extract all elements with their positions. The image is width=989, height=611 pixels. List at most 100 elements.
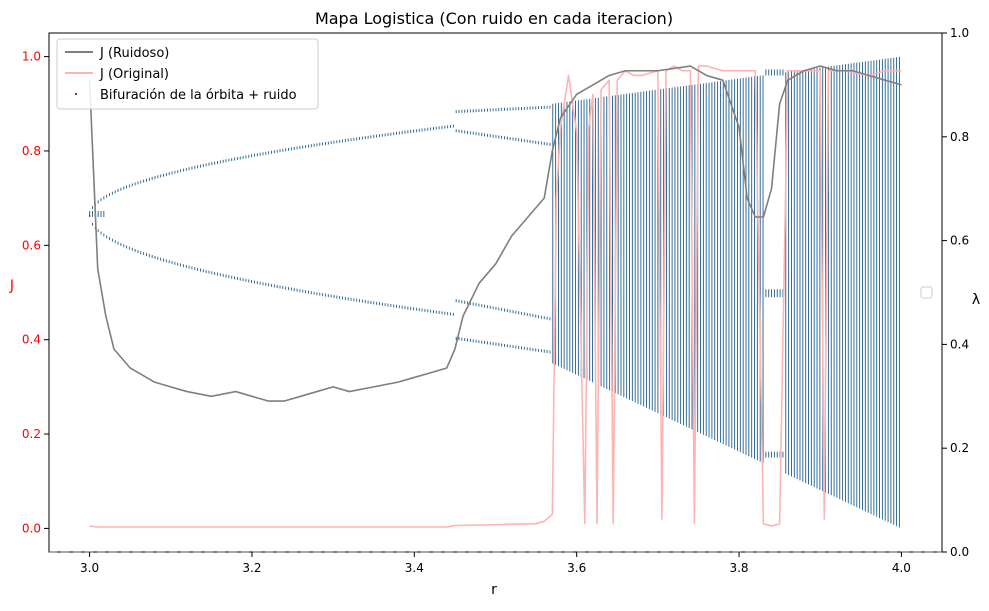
bifurcation-point xyxy=(549,350,551,354)
bifurcation-band xyxy=(748,77,750,457)
bifurcation-point xyxy=(359,136,361,140)
bifurcation-point xyxy=(427,127,429,131)
bifurcation-band xyxy=(881,59,883,520)
bifurcation-point xyxy=(498,343,500,347)
bifurcation-point xyxy=(532,348,534,352)
y-axis-right: 0.0 0.2 0.4 0.6 0.8 1.0 xyxy=(942,26,969,559)
bifurcation-point xyxy=(773,451,775,458)
bifurcation-band xyxy=(688,85,690,428)
series-line xyxy=(88,65,902,402)
bifurcation-point xyxy=(489,108,491,112)
bifurcation-band xyxy=(799,70,801,481)
y-axis-left: 0.0 0.2 0.4 0.6 0.8 1.0 xyxy=(22,50,49,535)
bifurcation-point xyxy=(268,283,270,287)
y-tick-label-left: 0.6 xyxy=(22,238,41,252)
bifurcation-point xyxy=(134,248,136,252)
bifurcation-point xyxy=(398,305,400,309)
bifurcation-point xyxy=(475,339,477,343)
bifurcation-point xyxy=(501,307,503,311)
bifurcation-point xyxy=(401,131,403,135)
bifurcation-point xyxy=(467,109,468,113)
bifurcation-point xyxy=(288,287,289,291)
bifurcation-band xyxy=(586,99,588,380)
y-tick-label-right: 0.0 xyxy=(950,545,969,559)
bifurcation-point xyxy=(171,171,173,175)
bifurcation-point xyxy=(776,289,778,298)
bifurcation-point xyxy=(273,150,275,154)
bifurcation-point xyxy=(282,286,284,290)
bifurcation-point xyxy=(461,300,463,304)
x-tick-label: 3.0 xyxy=(80,561,99,575)
bifurcation-point xyxy=(273,284,275,288)
bifurcation-point xyxy=(211,271,213,275)
bifurcation-band xyxy=(751,76,753,458)
bifurcation-band xyxy=(898,56,900,528)
bifurcation-point xyxy=(148,177,150,181)
bifurcation-band xyxy=(893,57,895,525)
bifurcation-point xyxy=(143,252,145,256)
legend-label-bifurcation: Bifuración de la órbita + ruido xyxy=(100,88,297,103)
bifurcation-point xyxy=(384,133,386,137)
bifurcation-point xyxy=(344,139,346,143)
bifurcation-point xyxy=(506,136,508,140)
bifurcation-point xyxy=(521,311,522,315)
bifurcation-band xyxy=(816,68,818,489)
bifurcation-point xyxy=(114,190,116,194)
bifurcation-point xyxy=(120,242,122,246)
bifurcation-point xyxy=(347,138,349,142)
y-tick-label-left: 1.0 xyxy=(22,50,41,64)
bifurcation-point xyxy=(438,126,440,130)
bifurcation-point xyxy=(450,312,451,316)
bifurcation-point xyxy=(245,155,247,159)
bifurcation-point xyxy=(478,109,480,113)
bifurcation-point xyxy=(313,291,315,295)
bifurcation-band xyxy=(620,94,622,396)
bifurcation-band xyxy=(592,98,594,383)
bifurcation-band xyxy=(683,86,684,426)
bifurcation-point xyxy=(387,132,389,136)
bifurcation-point xyxy=(486,341,488,345)
bifurcation-point xyxy=(299,289,301,293)
bifurcation-point xyxy=(464,130,466,134)
legend: J (Ruidoso) J (Original) Bifuración de l… xyxy=(56,38,319,110)
bifurcation-point xyxy=(410,129,412,133)
bifurcation-point xyxy=(117,241,119,245)
bifurcation-point xyxy=(461,337,463,341)
bifurcation-band xyxy=(756,76,758,461)
bifurcation-band xyxy=(850,63,852,505)
bifurcation-point xyxy=(538,348,540,352)
bifurcation-point xyxy=(432,310,434,314)
bifurcation-point xyxy=(361,299,363,303)
bifurcation-point xyxy=(501,135,503,139)
bifurcation-point xyxy=(168,260,170,264)
bifurcation-point xyxy=(296,146,298,150)
bifurcation-point xyxy=(146,178,147,182)
legend-box xyxy=(56,38,319,110)
bifurcation-band xyxy=(606,96,608,390)
bifurcation-point xyxy=(140,180,142,184)
bifurcation-point xyxy=(492,342,494,346)
bifurcation-band xyxy=(802,69,804,482)
bifurcation-band xyxy=(884,58,886,521)
bifurcation-point xyxy=(492,108,494,112)
bifurcation-band xyxy=(665,88,667,418)
bifurcation-point xyxy=(293,146,295,150)
bifurcation-point xyxy=(313,143,315,147)
bifurcation-point xyxy=(202,269,204,273)
bifurcation-point xyxy=(506,309,508,313)
bifurcation-point xyxy=(288,147,289,151)
bifurcation-band xyxy=(594,97,596,384)
bifurcation-point xyxy=(367,135,369,139)
bifurcation-point xyxy=(279,149,281,153)
bifurcation-point xyxy=(231,158,233,162)
bifurcation-point xyxy=(248,279,250,283)
bifurcation-point xyxy=(106,194,108,198)
bifurcation-point xyxy=(373,134,375,138)
bifurcation-point xyxy=(486,305,488,309)
bifurcation-point xyxy=(523,106,525,110)
bifurcation-band xyxy=(864,61,866,512)
bifurcation-point xyxy=(475,303,477,307)
bifurcation-point xyxy=(256,153,258,157)
bifurcation-point xyxy=(253,153,255,157)
bifurcation-point xyxy=(475,109,477,113)
